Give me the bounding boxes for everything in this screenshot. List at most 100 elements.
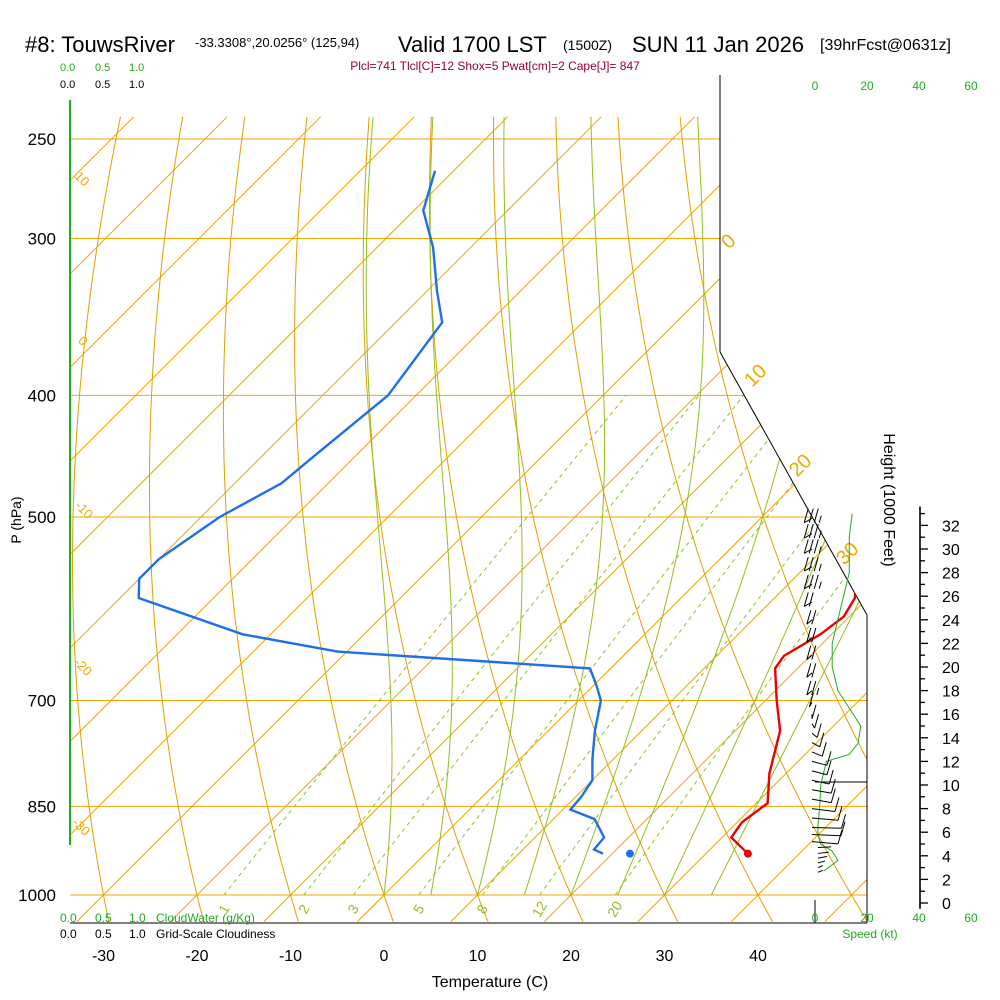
wind-barb-flag [808, 556, 814, 572]
cloudiness-top-tick-2: 1.0 [129, 79, 144, 91]
wind-barb-shaft [811, 841, 839, 845]
isotherm--40 [70, 116, 789, 922]
dewpoint-profile [137, 170, 606, 855]
dry-adiabat--20 [149, 116, 205, 922]
y-axis-title: P (hPa) [8, 496, 24, 543]
wind-barb [817, 851, 829, 854]
wind-barb-half [818, 581, 822, 589]
wind-barb-shaft [806, 672, 813, 678]
wind-barb-flag [803, 539, 809, 554]
height-axis-title: Height (1000 Feet) [880, 433, 897, 566]
wind-barb-shaft [811, 751, 823, 757]
wind-barb [811, 769, 834, 785]
speed-bottom-tick: 20 [860, 911, 874, 925]
wind-barb [811, 751, 832, 766]
pressure-tick-label: 700 [28, 692, 56, 711]
isotherm--10 [263, 116, 867, 922]
mixing-ratio-8 [481, 394, 861, 896]
speed-top-tick: 40 [912, 79, 926, 93]
isotherm--50 [70, 116, 696, 922]
wind-barb [806, 610, 817, 625]
height-tick-label: 22 [942, 636, 960, 653]
wind-barb-flag [811, 627, 817, 643]
height-tick-label: 32 [942, 518, 960, 535]
mixing-ratio-2 [303, 394, 700, 896]
wind-barb [806, 645, 817, 661]
moist-adiabat-10 [477, 116, 523, 896]
wind-barb-flag [803, 508, 809, 523]
chart-axes: -30 -20 -10 0 10 20 30 402503004005007008501000… [18, 130, 960, 965]
wind-barb [811, 806, 843, 821]
isotherm--30 [76, 116, 867, 922]
wind-barb [811, 779, 836, 794]
wind-barb [811, 742, 827, 757]
wind-barb [817, 869, 823, 873]
pressure-tick-label: 500 [28, 508, 56, 527]
wind-barb [811, 788, 836, 804]
height-tick-label: 8 [942, 802, 951, 819]
moist-adiabat-15 [523, 116, 606, 896]
height-tick-label: 24 [942, 613, 960, 630]
station-title: #8: TouwsRiver [25, 32, 175, 57]
cloudiness-top-tick-1: 0.5 [95, 79, 110, 91]
forecast-run: [39hrFcst@0631z] [820, 37, 951, 54]
wind-barb [817, 856, 828, 859]
wind-barb-shaft [806, 690, 813, 696]
x-tick-label: -30 [92, 948, 115, 965]
wind-barb-half [818, 515, 822, 523]
height-tick-label: 16 [942, 707, 960, 724]
wind-barb-shaft [817, 856, 828, 859]
wind-barb [808, 692, 814, 708]
wind-barb-flag [841, 814, 847, 829]
dry-adiabat-50 [617, 116, 867, 922]
wind-barb-flag [814, 713, 820, 729]
pressure-tick-label: 400 [28, 386, 56, 405]
wind-barb-flag [837, 829, 843, 845]
cloudiness-bottom-tick-0: 0.0 [60, 927, 77, 941]
wind-barb [811, 760, 832, 776]
wind-barb [803, 508, 822, 524]
cloud-bottom-tick-2: 1.0 [129, 911, 146, 925]
adiabat-label: 0 [75, 333, 91, 349]
wind-barb-flag [826, 751, 832, 766]
wind-barb-shaft [811, 834, 841, 837]
valid-time: Valid 1700 LST [398, 32, 547, 57]
adiabat-label: -30 [69, 815, 93, 839]
wind-barb-flag [808, 539, 814, 554]
x-tick-label: 20 [562, 948, 580, 965]
x-tick-label: -20 [185, 948, 208, 965]
height-tick-label: 18 [942, 684, 960, 701]
mixing-ratio-3 [352, 394, 744, 896]
wind-barb [811, 713, 820, 729]
wind-barb-shaft [817, 846, 832, 849]
wind-barb-flag [808, 508, 814, 523]
wind-barb-shaft [811, 742, 821, 748]
temperature-profile [729, 170, 863, 855]
mixing-ratio-12 [539, 394, 867, 896]
wind-barb-shaft [811, 789, 832, 794]
isotherm--80 [70, 116, 415, 922]
wind-barb-shaft [811, 732, 818, 738]
moist-adiabat-0 [365, 116, 393, 896]
dry-adiabat-70 [741, 116, 867, 922]
wind-barb [803, 556, 822, 572]
mixing-ratio-label: 20 [604, 898, 626, 920]
wind-barb-shaft [811, 760, 828, 766]
isotherm--20 [170, 116, 867, 922]
adiabat-label: 10 [72, 168, 93, 189]
cloud-bottom-tick-0: 0.0 [60, 911, 77, 925]
cloudiness-bottom-label: Grid-Scale Cloudiness [156, 927, 275, 941]
wind-barb-flag [811, 680, 817, 696]
wind-barb-flag [806, 663, 812, 678]
height-tick-label: 20 [942, 660, 960, 677]
wind-barb-half [818, 546, 822, 554]
wind-barb-flag [830, 779, 836, 794]
wind-barb-flag [813, 574, 819, 589]
wind-barb-flag [811, 663, 817, 678]
isotherm-label: 0 [717, 230, 740, 253]
cloud-top-tick-1: 0.5 [95, 62, 110, 74]
wind-barb-flag [803, 574, 809, 589]
speed-bottom-tick: 60 [964, 911, 978, 925]
